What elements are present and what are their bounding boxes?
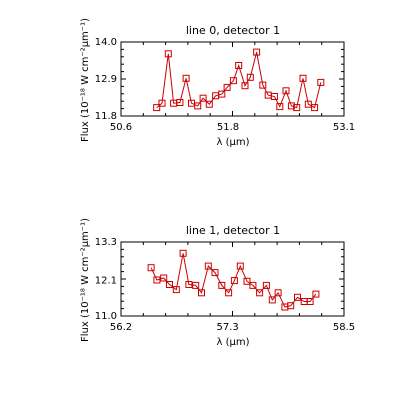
axes-group: 56.2 57.3 58.5 11.0 12.1 13.3	[95, 237, 355, 333]
data-point	[306, 298, 314, 305]
data-point	[204, 262, 212, 270]
data-point	[270, 93, 278, 100]
data-point	[153, 104, 161, 112]
y-axis-label: Flux (10⁻¹⁸ W cm⁻²μm⁻¹)	[80, 218, 91, 342]
data-point	[282, 87, 290, 95]
data-point	[166, 281, 173, 288]
data-point	[198, 289, 205, 297]
data-point	[268, 296, 276, 304]
y-tick-label: 11.0	[95, 311, 117, 322]
series-line	[156, 51, 322, 109]
data-point	[179, 249, 187, 257]
data-point	[294, 293, 301, 301]
data-point	[194, 102, 202, 110]
data-point	[218, 281, 226, 289]
chart-panel-line0: line 0, detector 1 λ (μm) Flux (10⁻¹⁸ W …	[80, 18, 355, 148]
x-tick-label: 57.3	[217, 322, 239, 333]
data-point	[259, 81, 267, 89]
data-marks	[153, 48, 325, 112]
data-point	[262, 281, 270, 289]
data-point	[312, 290, 320, 298]
data-point	[293, 104, 301, 112]
x-axis-label: λ (μm)	[216, 137, 249, 148]
chart-title: line 0, detector 1	[186, 24, 280, 37]
data-marks	[147, 249, 320, 311]
data-point	[276, 103, 284, 111]
x-tick-label: 51.8	[217, 122, 239, 133]
data-point	[153, 276, 161, 284]
data-point	[235, 62, 243, 69]
data-point	[243, 277, 251, 285]
x-tick-label: 58.5	[333, 322, 355, 333]
data-point	[287, 102, 295, 110]
data-point	[253, 48, 261, 56]
y-tick-label: 11.8	[95, 111, 117, 122]
data-point	[211, 269, 219, 277]
x-tick-label: 53.1	[333, 122, 355, 133]
y-tick-label: 14.0	[95, 37, 117, 48]
data-point	[160, 274, 168, 282]
data-point	[274, 289, 282, 297]
data-point	[249, 281, 257, 289]
data-point	[182, 74, 190, 82]
data-point	[230, 277, 238, 285]
data-point	[164, 50, 172, 58]
y-axis-label: Flux (10⁻¹⁸ W cm⁻²μm⁻¹)	[80, 18, 91, 142]
data-point	[172, 286, 180, 294]
x-tick-label: 50.6	[110, 122, 132, 133]
chart-panel-line1: line 1, detector 1 λ (μm) Flux (10⁻¹⁸ W …	[80, 218, 355, 348]
data-point	[229, 77, 237, 85]
data-point	[225, 289, 233, 297]
axes-group: 50.6 51.8 53.1 11.8 12.9 14.0	[95, 37, 355, 133]
x-axis-label: λ (μm)	[216, 337, 249, 348]
data-point	[236, 262, 244, 270]
data-point	[287, 302, 295, 310]
data-point	[205, 100, 213, 108]
y-tick-label: 12.9	[95, 74, 117, 85]
y-tick-label: 13.3	[95, 237, 117, 248]
data-point	[317, 78, 325, 86]
data-point	[218, 90, 226, 98]
data-point	[199, 94, 207, 102]
data-point	[299, 74, 307, 82]
data-point	[185, 281, 193, 288]
y-tick-label: 12.1	[95, 276, 117, 287]
chart-title: line 1, detector 1	[186, 224, 280, 237]
series-line	[150, 253, 317, 308]
data-point	[147, 264, 155, 272]
data-point	[223, 83, 231, 91]
data-point	[176, 99, 184, 106]
data-point	[158, 99, 166, 107]
data-point	[192, 281, 200, 289]
data-point	[246, 73, 254, 81]
x-tick-label: 56.2	[110, 322, 132, 333]
data-point	[311, 104, 319, 112]
data-point	[241, 82, 249, 90]
data-point	[256, 289, 264, 297]
